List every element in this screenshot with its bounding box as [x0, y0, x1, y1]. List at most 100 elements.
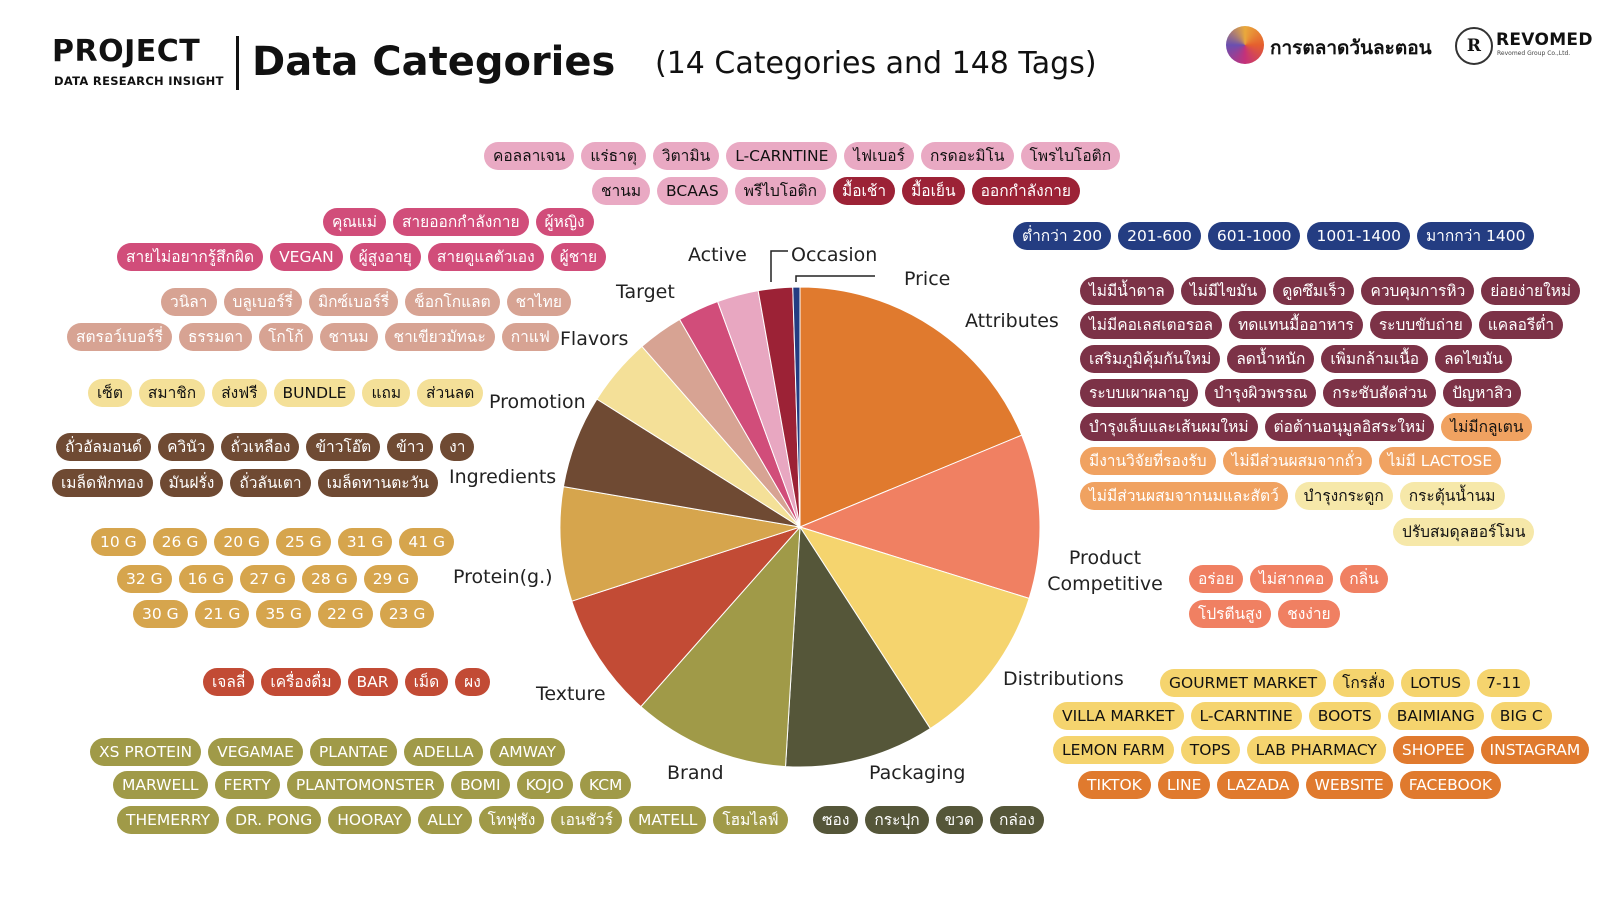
- tag-brand-2: MARWELL: [113, 771, 208, 799]
- tag-protein-2: 29 G: [363, 565, 419, 593]
- category-label-distributions: Distributions: [1003, 668, 1124, 690]
- tag-target-2: สายดูแลตัวเอง: [427, 243, 544, 271]
- tag-active-1: แร่ธาตุ: [581, 142, 646, 170]
- revomed-logo-subtext: Revomed Group Co.,Ltd.: [1497, 50, 1571, 57]
- tag-ingredients-1: ถั่วอัลมอนด์: [56, 433, 152, 461]
- tag-dist-4: FACEBOOK: [1399, 771, 1502, 799]
- tag-brand-3: เอนชัวร์: [551, 806, 623, 834]
- tag-texture: เม็ด: [404, 668, 449, 696]
- tag-attr-8: ปรับสมดุลฮอร์โมน: [1393, 518, 1535, 546]
- tag-brand-3: THEMERRY: [117, 806, 220, 834]
- tag-active-1: โพรไบโอติก: [1020, 142, 1121, 170]
- tag-dist-4: TIKTOK: [1078, 771, 1151, 799]
- marketing-logo-text: การตลาดวันละตอน: [1270, 37, 1432, 59]
- price-leader-line: [795, 275, 875, 282]
- tag-brand-1: VEGAMAE: [208, 738, 303, 766]
- tag-attr-1: ย่อยง่ายใหม่: [1481, 277, 1581, 305]
- tag-flavors-1: ช็อกโกแลต: [405, 288, 500, 316]
- tag-brand-2: BOMI: [451, 771, 510, 799]
- tag-attr-1: ดูดซึมเร็ว: [1273, 277, 1355, 305]
- category-label-brand: Brand: [667, 762, 724, 784]
- tag-dist-3: LAB PHARMACY: [1246, 736, 1386, 764]
- revomed-logo-icon: R: [1455, 27, 1493, 65]
- tag-packaging: ขวด: [935, 806, 984, 834]
- page-title: Data Categories: [252, 39, 616, 85]
- pie-slice-brand: [640, 525, 801, 768]
- tag-flavors-2: กาแฟ: [501, 323, 559, 351]
- tag-occasion: มื้อเย็น: [902, 177, 965, 205]
- header-divider: [236, 36, 239, 90]
- tag-dist-4: WEBSITE: [1305, 771, 1393, 799]
- tag-target-2: สายไม่อยากรู้สึกผิด: [117, 243, 264, 271]
- pie-slice-distributions: [798, 526, 1030, 730]
- tag-texture: เครื่องดื่ม: [261, 668, 341, 696]
- tag-occasion: มื้อเช้า: [833, 177, 896, 205]
- tag-protein-2: 16 G: [178, 565, 234, 593]
- tag-protein-2: 28 G: [302, 565, 357, 593]
- tag-packaging: กระปุก: [865, 806, 929, 834]
- tag-price: 601-1000: [1207, 222, 1301, 250]
- tag-protein-3: 22 G: [318, 600, 373, 628]
- category-label-active: Active: [688, 244, 747, 266]
- pie-slice-packaging: [784, 525, 931, 768]
- category-label-protein-g: Protein(g.): [453, 566, 553, 588]
- tag-occasion: ออกกำลังกาย: [971, 177, 1080, 205]
- tag-ingredients-2: มันฝรั่ง: [159, 469, 224, 497]
- tag-dist-4: LINE: [1157, 771, 1211, 799]
- pie-slice-attributes: [799, 286, 1023, 528]
- tag-flavors-1: บลูเบอร์รี่: [223, 288, 302, 316]
- revomed-logo-text: REVOMED: [1496, 30, 1593, 50]
- tag-attr-7: บำรุงกระดูก: [1294, 482, 1393, 510]
- tag-flavors-1: ชาไทย: [506, 288, 571, 316]
- pie-slice-price: [792, 286, 801, 528]
- tag-dist-2: BIG C: [1490, 702, 1552, 730]
- tag-dist-1: LOTUS: [1401, 669, 1471, 697]
- tag-dist-2: L-CARNTINE: [1190, 702, 1302, 730]
- tag-brand-2: FERTY: [214, 771, 280, 799]
- tag-ingredients-1: ข้าวโอ๊ต: [306, 433, 381, 461]
- pie-slice-product-competitive: [798, 434, 1041, 600]
- tag-attr-7: ไม่มีส่วนผสมจากนมและสัตว์: [1080, 482, 1288, 510]
- tag-brand-1: PLANTAE: [309, 738, 398, 766]
- tag-protein-2: 32 G: [117, 565, 172, 593]
- tag-packaging: ซอง: [813, 806, 859, 834]
- category-label-flavors: Flavors: [560, 328, 629, 350]
- tag-attr-2: แคลอรีต่ำ: [1478, 311, 1564, 339]
- tag-attr-6: ไม่มีส่วนผสมจากถั่ว: [1222, 447, 1372, 475]
- category-label-promotion: Promotion: [489, 391, 586, 413]
- category-label-occasion: Occasion: [791, 244, 878, 266]
- tag-attr-6: มีงานวิจัยที่รองรับ: [1080, 447, 1216, 475]
- tag-attr-1: ไม่มีน้ำตาล: [1080, 277, 1174, 305]
- tag-attr-3: ลดน้ำหนัก: [1227, 345, 1315, 373]
- tag-price: ต่ำกว่า 200: [1013, 222, 1112, 250]
- tag-flavors-2: ธรรมดา: [178, 323, 253, 351]
- tag-protein-1: 20 G: [214, 528, 270, 556]
- tag-active-1: คอลลาเจน: [484, 142, 575, 170]
- tag-brand-3: DR. PONG: [226, 806, 322, 834]
- category-label-ingredients: Ingredients: [449, 466, 557, 488]
- tag-attr-4: กระชับสัดส่วน: [1323, 379, 1437, 407]
- tag-texture: BAR: [347, 668, 398, 696]
- tag-brand-1: AMWAY: [489, 738, 566, 766]
- tag-target-2: ผู้ชาย: [550, 243, 607, 271]
- tag-flavors-2: โกโก้: [259, 323, 313, 351]
- tag-ingredients-2: ถั่วลันเตา: [230, 469, 311, 497]
- tag-comp-2: โปรตีนสูง: [1189, 600, 1272, 628]
- category-label-product-competitive: Product Competitive: [1047, 547, 1163, 595]
- tag-brand-3: ALLY: [418, 806, 472, 834]
- tag-active-1: กรดอะมิโน: [920, 142, 1014, 170]
- tag-ingredients-1: ถั่วเหลือง: [221, 433, 300, 461]
- tag-attr-4: ปัญหาสิว: [1443, 379, 1522, 407]
- tag-promotion: ส่วนลด: [417, 379, 484, 407]
- tag-ingredients-2: เมล็ดฟักทอง: [52, 469, 153, 497]
- tag-protein-1: 25 G: [276, 528, 331, 556]
- tag-price: 1001-1400: [1307, 222, 1410, 250]
- pie-slice-protein-g: [559, 486, 801, 602]
- tag-ingredients-2: เมล็ดทานตะวัน: [317, 469, 438, 497]
- tag-promotion: BUNDLE: [273, 379, 356, 407]
- tag-protein-1: 26 G: [152, 528, 208, 556]
- tag-target-2: ผู้สูงอายุ: [349, 243, 421, 271]
- tag-dist-3: LEMON FARM: [1053, 736, 1174, 764]
- tag-target-1: สายออกกำลังกาย: [392, 208, 529, 236]
- tag-active-2: ชานม: [592, 177, 651, 205]
